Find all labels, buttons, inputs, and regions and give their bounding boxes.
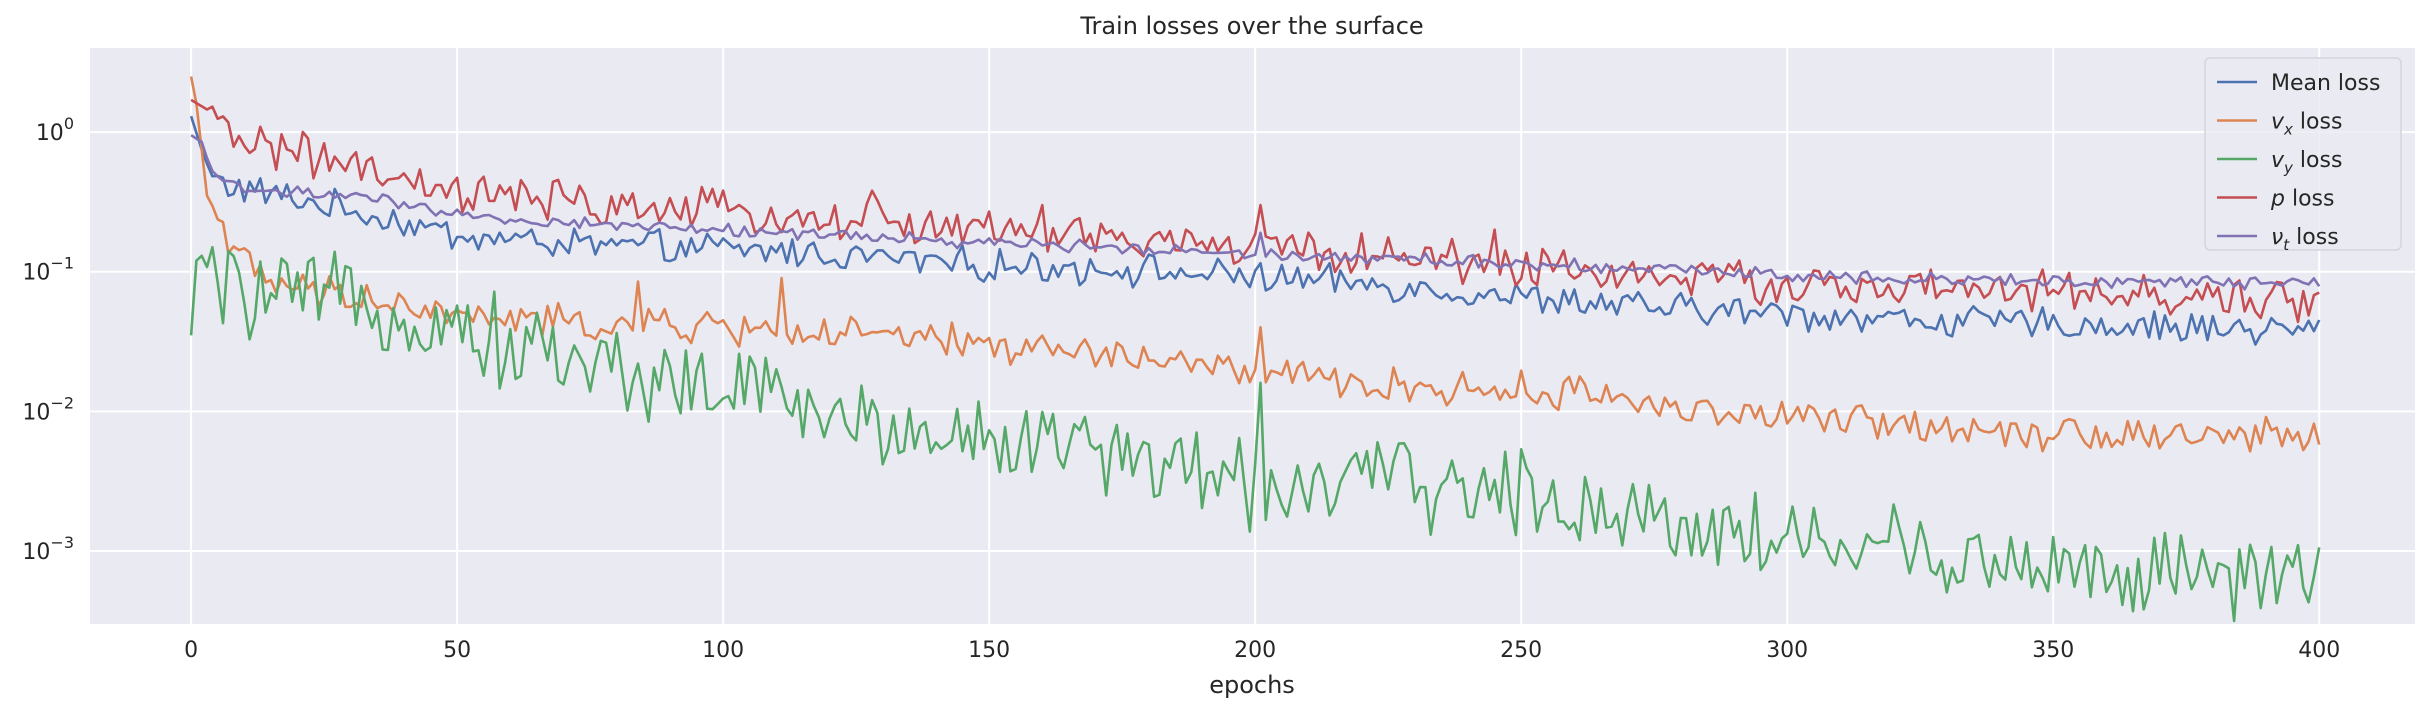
x-tick-label: 350 — [2032, 638, 2074, 663]
legend-label: p loss — [2270, 187, 2334, 212]
series-layer — [189, 76, 2321, 623]
chart-title: Train losses over the surface — [1079, 12, 1423, 40]
x-tick-label: 250 — [1500, 638, 1542, 663]
series-line — [189, 245, 2321, 623]
x-tick-label: 0 — [184, 638, 198, 663]
x-tick-label: 100 — [702, 638, 744, 663]
legend-frame — [2204, 57, 2402, 251]
series-line — [189, 115, 2321, 346]
y-tick-label: 100 — [36, 114, 74, 146]
x-tick-label: 300 — [1766, 638, 1808, 663]
legend-label: νt loss — [2271, 225, 2339, 254]
legend-label: Mean loss — [2271, 71, 2380, 96]
series-line — [189, 76, 2321, 453]
x-ticks: 0 50 100 150 200 250 300 350 400 — [184, 638, 2340, 663]
legend: Mean loss vx loss vy loss p loss νt loss — [2204, 57, 2402, 254]
x-axis-label: epochs — [1209, 671, 1295, 699]
legend-label: vx loss — [2271, 110, 2342, 139]
plot-background — [90, 48, 2415, 624]
x-tick-label: 200 — [1234, 638, 1276, 663]
y-tick-label: 10−2 — [22, 393, 74, 425]
x-tick-label: 150 — [968, 638, 1010, 663]
series-line — [190, 134, 2321, 291]
x-tick-label: 50 — [443, 638, 471, 663]
y-ticks: 10−3 10−2 10−1 100 — [22, 114, 74, 565]
series-line — [190, 98, 2320, 324]
x-tick-label: 400 — [2298, 638, 2340, 663]
y-tick-label: 10−1 — [22, 254, 74, 286]
y-tick-label: 10−3 — [22, 533, 74, 565]
legend-label: vy loss — [2271, 148, 2342, 177]
